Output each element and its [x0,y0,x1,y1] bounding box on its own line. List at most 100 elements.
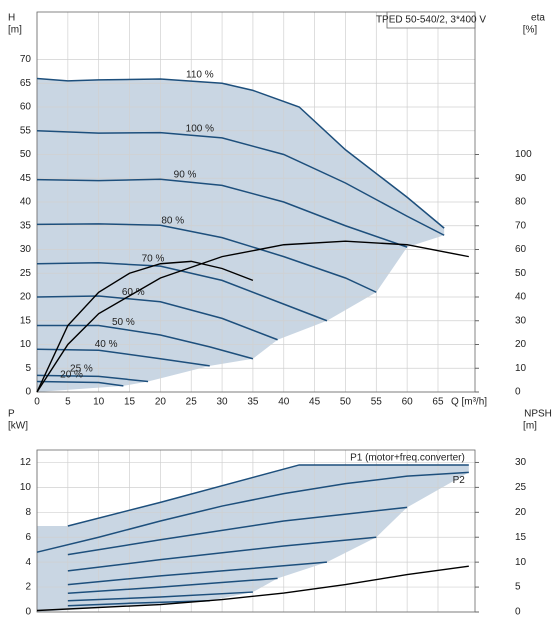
y-tick-label: 45 [20,173,32,184]
y2-tick-label: 70 [515,220,527,231]
curve [36,262,328,322]
x-tick-label: 65 [432,397,444,408]
y2-tick-label: 25 [515,482,527,493]
y2-tick-label: 100 [515,149,532,160]
y2-tick-label: 20 [515,507,527,518]
y-tick-label: 15 [20,315,32,326]
curve [67,591,253,602]
x-tick-label: 15 [124,397,136,408]
x-tick-label: 10 [93,397,105,408]
x-tick-label: 25 [186,397,198,408]
curve [36,380,124,387]
y2-tick-label: 60 [515,244,527,255]
y2-tick-label: 30 [515,315,527,326]
y-axis-unit: [m] [8,25,22,36]
operating-range [37,78,445,392]
curve [36,471,469,553]
curve-label: P1 (motor+freq.converter) [350,453,465,464]
curve-label: 110 % [186,69,214,80]
curve [36,374,149,383]
y-axis-unit: [kW] [8,421,28,432]
y-tick-label: 60 [20,102,32,113]
y-tick-label: 8 [25,507,31,518]
curve [67,577,278,595]
curve-label: 40 % [95,339,118,350]
curve [36,240,469,393]
y-axis-label: P [8,409,15,420]
y-tick-label: 40 [20,197,32,208]
curve [67,561,328,586]
y-tick-label: 70 [20,54,32,65]
curve [36,77,445,229]
plot-frame [36,11,476,393]
curve [36,223,377,293]
y2-tick-label: 15 [515,532,527,543]
y2-axis-unit: [m] [523,421,537,432]
x-tick-label: 20 [155,397,167,408]
chart-title: TPED 50-540/2, 3*400 V [376,15,486,26]
y-tick-label: 20 [20,292,32,303]
y2-tick-label: 20 [515,339,527,350]
y2-tick-label: 5 [515,582,521,593]
x-tick-label: 30 [217,397,229,408]
y-tick-label: 6 [25,532,31,543]
x-tick-label: 5 [65,397,71,408]
y2-tick-label: 80 [515,197,527,208]
y-tick-label: 30 [20,244,32,255]
y-tick-label: 10 [20,339,32,350]
y-tick-label: 50 [20,149,32,160]
title-box [386,11,476,29]
y-axis-label: H [8,13,15,24]
x-axis-label: Q [m³/h] [451,397,487,408]
y-tick-label: 5 [25,363,31,374]
curve-label: 90 % [174,169,197,180]
y-tick-label: 55 [20,125,32,136]
curve-label: 80 % [161,215,184,226]
y-tick-label: 0 [25,607,31,618]
x-tick-label: 35 [247,397,259,408]
curve-label: 50 % [112,317,135,328]
y2-tick-label: 50 [515,268,527,279]
y2-tick-label: 10 [515,363,527,374]
y2-tick-label: 90 [515,173,527,184]
curve [67,536,377,572]
curve [36,565,469,612]
x-tick-label: 0 [34,397,40,408]
curve [36,260,254,393]
y-tick-label: 2 [25,582,31,593]
curve [67,464,469,527]
y-tick-label: 10 [20,482,32,493]
curve [36,178,408,248]
x-tick-label: 60 [402,397,414,408]
y2-tick-label: 0 [515,607,521,618]
y2-tick-label: 10 [515,557,527,568]
curve [36,130,445,236]
curve-label: 70 % [142,253,165,264]
y-tick-label: 25 [20,268,32,279]
curve-label: 20 % [60,370,83,381]
y2-tick-label: 30 [515,457,527,468]
curve [36,295,278,341]
curve-label: P2 [453,475,466,486]
y2-tick-label: 0 [515,387,521,398]
x-tick-label: 50 [340,397,352,408]
y2-axis-label: eta [531,13,545,24]
y-tick-label: 0 [25,387,31,398]
curve [37,324,254,360]
curve [36,348,210,367]
y2-axis-label: NPSH [524,409,552,420]
curve [67,600,210,607]
y-tick-label: 65 [20,78,32,89]
y-tick-label: 4 [25,557,31,568]
plot-frame [36,449,476,613]
y2-tick-label: 40 [515,292,527,303]
x-tick-label: 40 [278,397,290,408]
x-tick-label: 55 [371,397,383,408]
curve-label: 60 % [122,287,145,298]
curve-label: 25 % [70,364,93,375]
y2-axis-unit: [%] [523,25,538,36]
y-tick-label: 12 [20,457,32,468]
x-tick-label: 45 [309,397,321,408]
y-tick-label: 35 [20,220,32,231]
